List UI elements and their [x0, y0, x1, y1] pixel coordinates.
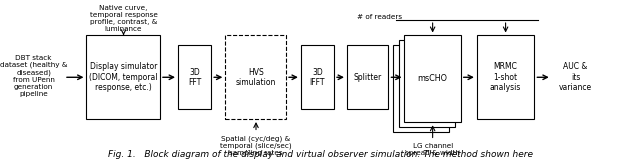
Text: HVS
simulation: HVS simulation: [236, 68, 276, 87]
Text: MRMC
1-shot
analysis: MRMC 1-shot analysis: [490, 62, 522, 92]
Text: LG channel
spread & width: LG channel spread & width: [405, 126, 460, 156]
Bar: [404, 35, 461, 122]
Text: Fig. 1.   Block diagram of the display and virtual observer simulation. The meth: Fig. 1. Block diagram of the display and…: [108, 150, 532, 159]
Text: AUC &
its
variance: AUC & its variance: [559, 62, 592, 92]
Text: Splitter: Splitter: [353, 73, 382, 82]
Text: msCHO: msCHO: [418, 74, 447, 83]
Text: Display simulator
(DICOM, temporal
response, etc.): Display simulator (DICOM, temporal respo…: [89, 62, 157, 92]
Text: 3D
FFT: 3D FFT: [188, 68, 201, 87]
Text: # of readers: # of readers: [357, 14, 403, 20]
Text: Spatial (cyc/deg) &
temporal (slice/sec)
sampling rates: Spatial (cyc/deg) & temporal (slice/sec)…: [220, 123, 292, 156]
Bar: [86, 35, 160, 119]
Bar: [225, 35, 286, 119]
Bar: [399, 40, 455, 127]
Text: Native curve,
temporal response
profile, contrast, &
luminance: Native curve, temporal response profile,…: [90, 5, 157, 35]
Bar: [393, 45, 449, 132]
Bar: [477, 35, 534, 119]
Text: 3D
IFFT: 3D IFFT: [310, 68, 325, 87]
Bar: [178, 45, 211, 109]
Bar: [347, 45, 388, 109]
Text: DBT stack
dataset (healthy &
diseased)
from UPenn
generation
pipeline: DBT stack dataset (healthy & diseased) f…: [0, 55, 67, 97]
Bar: [301, 45, 334, 109]
